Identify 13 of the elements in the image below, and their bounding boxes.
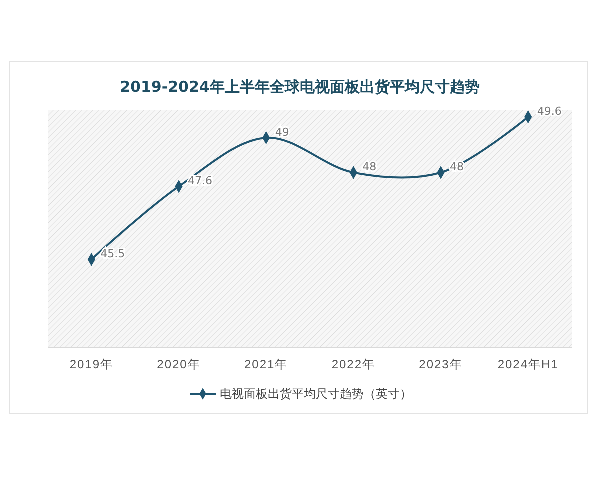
legend-label: 电视面板出货平均尺寸趋势（英寸） bbox=[220, 387, 412, 401]
data-label: 48 bbox=[362, 160, 377, 174]
x-tick-label: 2021年 bbox=[244, 358, 288, 372]
x-tick-label: 2023年 bbox=[419, 358, 463, 372]
x-tick-label: 2020年 bbox=[157, 358, 201, 372]
data-label: 49.6 bbox=[537, 105, 562, 118]
data-label: 47.6 bbox=[188, 174, 212, 188]
data-label: 45.5 bbox=[100, 248, 126, 261]
x-tick-label: 2022年 bbox=[332, 358, 376, 372]
x-tick-label: 2024年H1 bbox=[498, 358, 559, 372]
data-label: 49 bbox=[275, 126, 290, 139]
x-tick-label: 2019年 bbox=[70, 358, 114, 372]
chart-title: 2019-2024年上半年全球电视面板出货平均尺寸趋势 bbox=[120, 78, 480, 96]
